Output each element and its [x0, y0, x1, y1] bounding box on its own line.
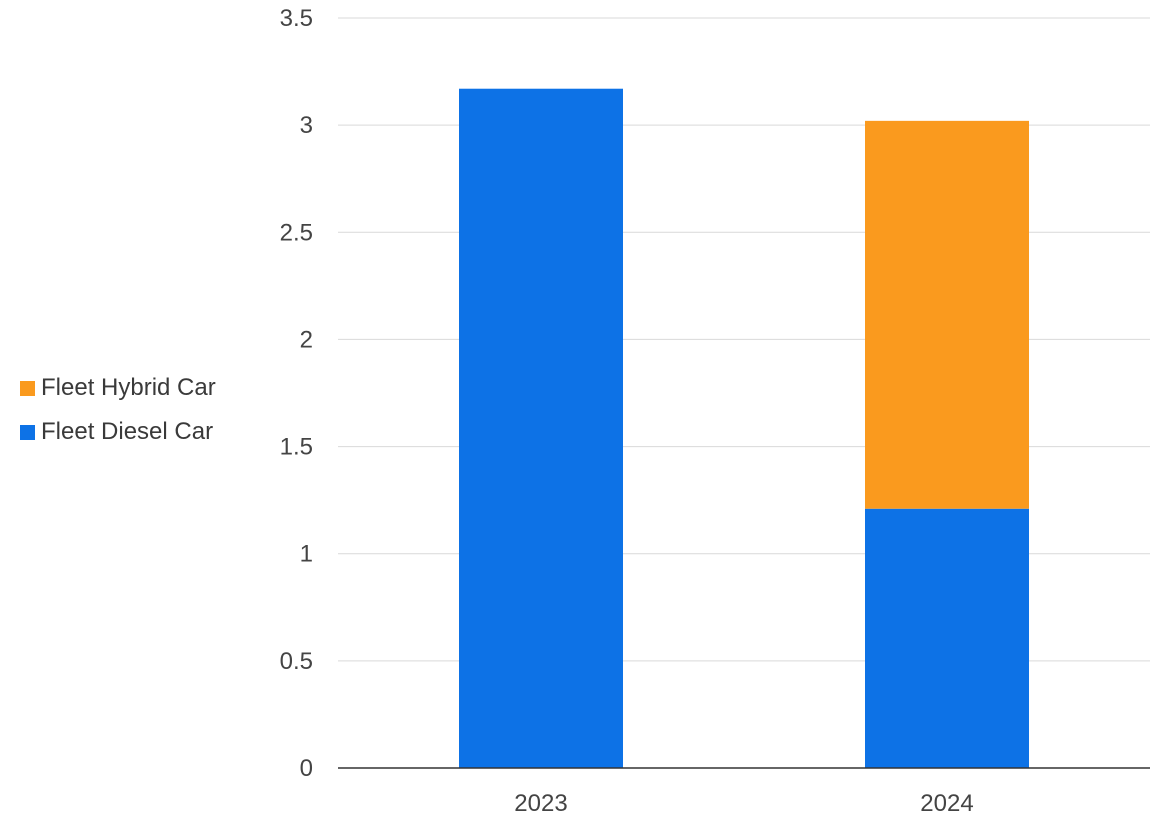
- bars: [459, 88, 1029, 768]
- y-tick-label: 1.5: [280, 434, 313, 461]
- x-tick-label: 2023: [514, 790, 567, 814]
- legend: Fleet Hybrid Car Fleet Diesel Car: [20, 373, 216, 461]
- legend-item-diesel: Fleet Diesel Car: [20, 417, 216, 447]
- legend-label-diesel: Fleet Diesel Car: [41, 418, 214, 445]
- y-tick-label: 3: [300, 112, 313, 139]
- y-tick-label: 0: [300, 755, 313, 782]
- bar-fleet-hybrid-car-2024: [865, 120, 1029, 509]
- y-tick-label: 0.5: [280, 648, 313, 675]
- legend-swatch-diesel: [20, 424, 35, 440]
- y-tick-label: 1: [300, 541, 313, 568]
- y-tick-label: 2.5: [280, 219, 313, 246]
- bar-fleet-diesel-car-2023: [459, 88, 623, 768]
- y-tick-label: 2: [300, 326, 313, 353]
- legend-item-hybrid: Fleet Hybrid Car: [20, 373, 216, 403]
- legend-swatch-hybrid: [20, 380, 35, 396]
- legend-label-hybrid: Fleet Hybrid Car: [41, 374, 216, 401]
- bar-fleet-diesel-car-2024: [865, 508, 1029, 768]
- x-tick-label: 2024: [920, 790, 973, 814]
- y-tick-label: 3.5: [280, 5, 313, 32]
- tick-labels: 0 0.5 1 1.5 2 2.5 3 3.5 2023 2024: [280, 5, 974, 814]
